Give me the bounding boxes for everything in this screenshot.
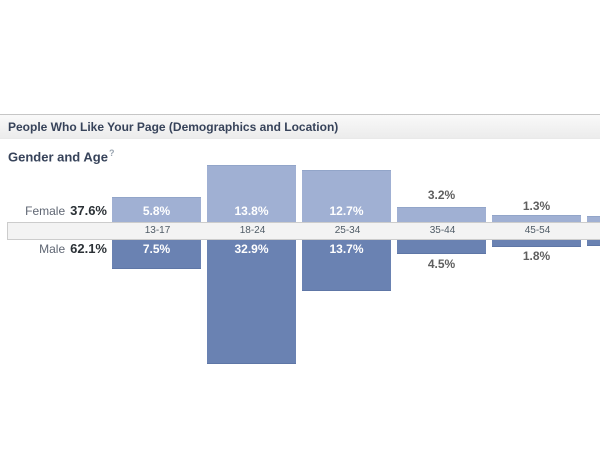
age-label-25-34: 25-34 xyxy=(334,225,361,236)
female-total: 37.6% xyxy=(70,203,107,218)
bar-female-13-17: 5.8% xyxy=(112,197,201,222)
bar-female-45-54 xyxy=(492,215,581,222)
bar-male-13-17: 7.5% xyxy=(112,240,201,269)
section-header: People Who Like Your Page (Demographics … xyxy=(0,114,600,139)
bar-male-45-54 xyxy=(492,240,581,247)
female-label: Female xyxy=(25,204,66,218)
bar-female-partial xyxy=(587,216,600,222)
bar-female-35-44 xyxy=(397,207,486,222)
male-label: Male xyxy=(39,242,66,256)
label-female-35-44: 3.2% xyxy=(427,188,456,202)
bar-male-18-24-label: 32.9% xyxy=(234,242,269,256)
section-header-text: People Who Like Your Page (Demographics … xyxy=(8,119,339,134)
bar-male-25-34-label: 13.7% xyxy=(329,242,364,256)
label-male-45-54: 1.8% xyxy=(522,249,551,263)
age-label-35-44: 35-44 xyxy=(429,225,456,236)
bar-male-35-44 xyxy=(397,240,486,254)
help-icon[interactable]: ? xyxy=(108,148,115,158)
bar-female-13-17-label: 5.8% xyxy=(142,204,171,218)
bar-male-partial xyxy=(587,240,600,246)
male-total: 62.1% xyxy=(70,241,107,256)
bar-male-13-17-label: 7.5% xyxy=(142,242,171,256)
age-label-45-54: 45-54 xyxy=(524,225,551,236)
chart-title-text: Gender and Age xyxy=(8,149,108,165)
bar-female-25-34: 12.7% xyxy=(302,170,391,222)
bar-male-18-24: 32.9% xyxy=(207,240,296,364)
label-female-45-54: 1.3% xyxy=(522,199,551,213)
bar-female-18-24: 13.8% xyxy=(207,165,296,222)
female-row-label: Female 37.6% xyxy=(0,203,107,219)
age-label-18-24: 18-24 xyxy=(239,225,266,236)
label-male-35-44: 4.5% xyxy=(427,257,456,271)
male-row-label: Male 62.1% xyxy=(0,241,107,257)
age-label-13-17: 13-17 xyxy=(144,225,171,236)
age-axis-band: 13-17 18-24 25-34 35-44 45-54 xyxy=(7,222,600,240)
bar-male-25-34: 13.7% xyxy=(302,240,391,291)
bar-female-18-24-label: 13.8% xyxy=(234,204,269,218)
bar-female-25-34-label: 12.7% xyxy=(329,204,364,218)
chart-title: Gender and Age? xyxy=(8,148,114,164)
